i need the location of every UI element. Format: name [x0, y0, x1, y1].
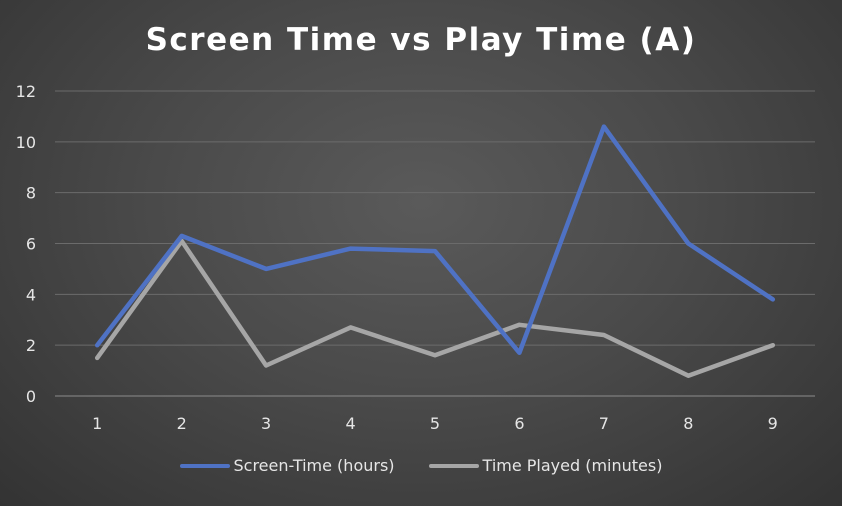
x-tick-label: 2: [177, 414, 187, 433]
y-tick-label: 2: [26, 336, 36, 355]
legend-item-time-played: Time Played (minutes): [428, 456, 663, 475]
x-tick-label: 9: [768, 414, 778, 433]
y-tick-label: 4: [26, 285, 36, 304]
series-line-screen-time: [94, 124, 776, 356]
chart-title: Screen Time vs Play Time (A): [145, 22, 697, 58]
legend-swatch-screen-time: [179, 463, 230, 468]
x-tick-label: 5: [430, 414, 440, 433]
x-tick-label: 4: [345, 414, 355, 433]
legend-label-time-played: Time Played (minutes): [482, 456, 663, 475]
x-tick-label: 3: [261, 414, 271, 433]
x-tick-label: 8: [683, 414, 693, 433]
y-tick-label: 12: [16, 82, 36, 101]
series-line-time-played: [94, 238, 776, 378]
x-tick-label: 6: [514, 414, 524, 433]
y-tick-label: 10: [16, 133, 36, 152]
y-tick-label: 0: [26, 387, 36, 406]
legend-swatch-time-played: [428, 463, 479, 468]
legend-item-screen-time: Screen-Time (hours): [179, 456, 395, 475]
legend-label-screen-time: Screen-Time (hours): [233, 456, 395, 475]
y-tick-label: 6: [26, 235, 36, 254]
y-tick-label: 8: [26, 184, 36, 203]
legend: Screen-Time (hours) Time Played (minutes…: [0, 456, 842, 475]
x-tick-label: 7: [599, 414, 609, 433]
x-tick-label: 1: [92, 414, 102, 433]
